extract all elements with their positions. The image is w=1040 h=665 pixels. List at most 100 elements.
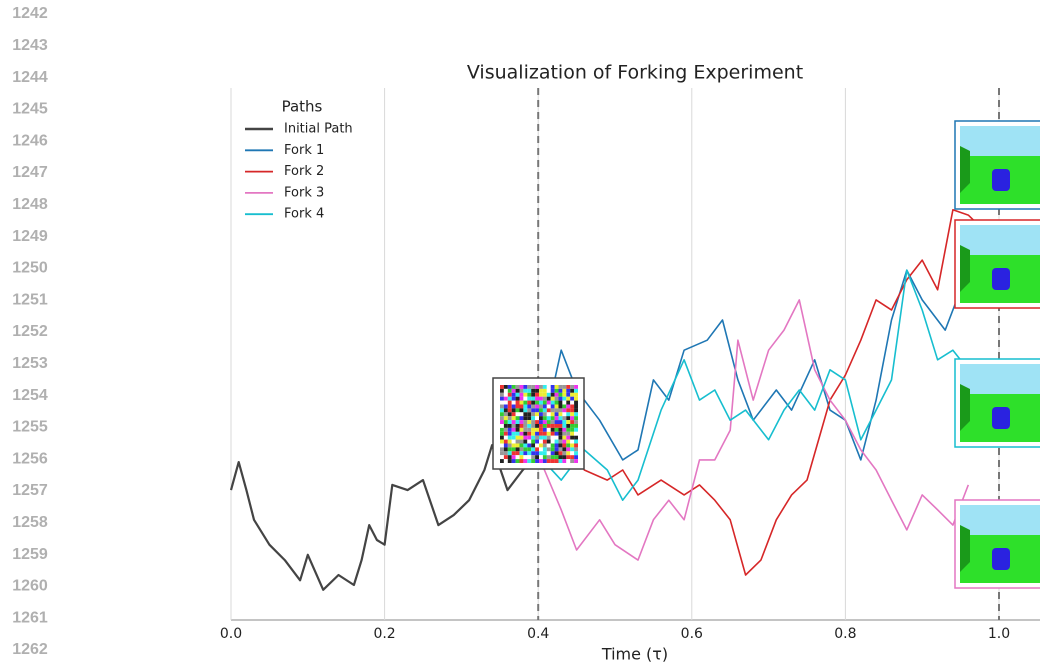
noise-pixel [574,420,578,424]
noise-pixel [542,447,547,452]
noise-pixel [511,388,516,393]
noise-pixel [507,404,512,409]
noise-pixel [523,447,528,452]
noise-pixel [542,416,547,421]
noise-pixel [570,396,575,401]
noise-pixel [515,385,520,389]
noise-pixel [500,388,504,393]
line-number: 1246 [12,132,48,149]
noise-pixel [542,412,547,417]
noise-pixel [527,392,532,397]
line-number: 1245 [12,101,48,118]
noise-pixel [539,412,543,417]
noise-pixel [515,404,520,409]
noise-pixel [550,396,555,401]
noise-pixel [539,459,543,463]
noise-pixel [507,439,512,444]
noise-pixel [542,459,547,463]
noise-pixel [531,400,536,405]
noise-pixel [566,404,571,409]
noise-pixel [566,424,571,428]
noise-pixel [570,447,575,452]
noise-pixel [558,439,563,444]
noise-pixel [570,400,575,405]
noise-pixel [507,420,512,424]
noise-pixel [539,416,543,421]
noise-pixel [511,404,516,409]
noise-pixel [515,392,520,397]
line-number: 1254 [12,387,48,404]
noise-pixel [531,459,536,463]
noise-pixel [550,459,555,463]
noise-pixel [523,439,528,444]
noise-pixel [507,435,512,440]
noise-pixel [511,424,516,428]
noise-pixel [558,447,563,452]
thumbnail-wall [960,245,970,292]
noise-pixel [554,408,559,413]
noise-pixel [554,420,559,424]
noise-pixel [562,400,567,405]
noise-pixel [503,420,508,424]
noise-pixel [507,412,512,417]
noise-pixel [539,447,543,452]
noise-pixel [503,459,508,463]
noise-pixel [570,455,575,460]
noise-pixel [507,447,512,452]
noise-pixel [500,404,504,409]
noise-pixel [535,416,539,421]
noise-pixel [554,443,559,448]
noise-pixel [562,447,567,452]
noise-pixel [570,420,575,424]
noise-pixel [570,435,575,440]
noise-pixel [570,388,575,393]
x-tick-label: 0.0 [220,626,242,642]
noise-pixel [535,447,539,452]
noise-pixel [566,392,571,397]
noise-pixel [527,408,532,413]
line-number: 1249 [12,228,48,245]
noise-pixel [535,424,539,428]
noise-pixel [558,431,563,436]
noise-pixel [542,392,547,397]
noise-pixel [519,459,524,463]
noise-pixel [562,424,567,428]
line-number: 1261 [12,609,48,626]
noise-pixel [558,420,563,424]
noise-pixel [574,459,578,463]
noise-pixel [503,427,508,432]
legend-label: Fork 2 [284,164,324,179]
thumbnail-wall [960,525,970,572]
noise-pixel [546,396,551,401]
noise-pixel [550,439,555,444]
noise-pixel [527,427,532,432]
noise-pixel [546,412,551,417]
noise-pixel [500,420,504,424]
noise-pixel [539,439,543,444]
noise-pixel [566,427,571,432]
noise-pixel [554,388,559,393]
noise-pixel [542,385,547,389]
noise-pixel [550,408,555,413]
noise-pixel [554,400,559,405]
legend-label: Fork 4 [284,207,324,222]
noise-pixel [531,385,536,389]
noise-pixel [523,424,528,428]
noise-pixel [507,396,512,401]
chart-title: Visualization of Forking Experiment [467,62,803,84]
noise-pixel [562,443,567,448]
noise-pixel [550,427,555,432]
noise-pixel [527,412,532,417]
noise-pixel [535,443,539,448]
noise-pixel [535,427,539,432]
noise-pixel [523,459,528,463]
noise-pixel [562,431,567,436]
noise-pixel [507,408,512,413]
noise-pixel [542,400,547,405]
noise-pixel [503,435,508,440]
noise-pixel [531,439,536,444]
noise-pixel [542,427,547,432]
noise-pixel [566,396,571,401]
noise-pixel [515,408,520,413]
noise-pixel [503,388,508,393]
